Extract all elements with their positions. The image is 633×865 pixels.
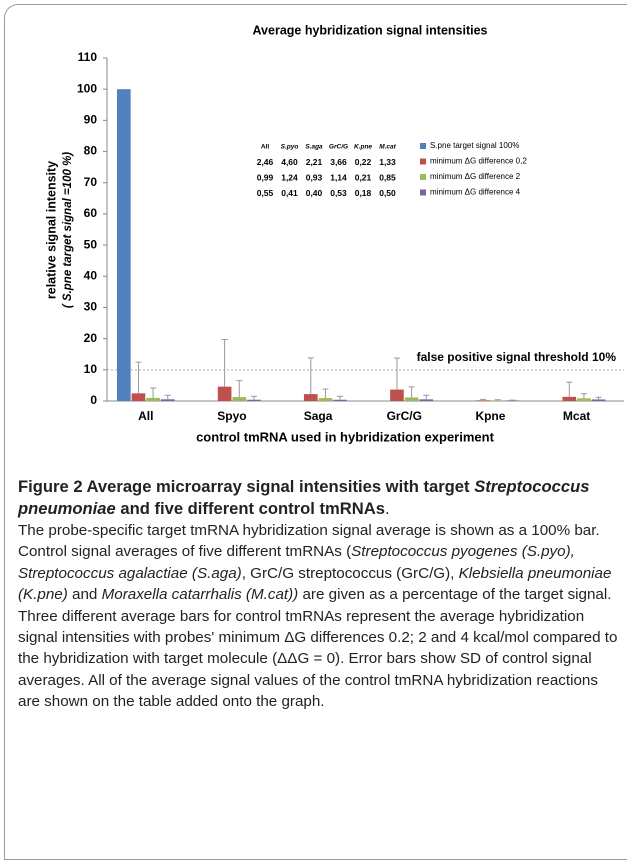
table-cell: 0,50: [379, 188, 396, 198]
x-tick-label: GrC/G: [387, 409, 422, 423]
bar: [562, 396, 577, 401]
table-header: M.cat: [379, 144, 396, 151]
y-tick-label: 10: [84, 362, 98, 376]
y-tick-label: 50: [84, 237, 98, 251]
table-cell: 0,93: [306, 172, 323, 182]
legend-swatch: [420, 158, 426, 165]
caption-text: Streptococcus pyogenes (S.pyo), Streptoc…: [18, 543, 575, 582]
bar: [333, 399, 347, 401]
bar: [490, 400, 505, 401]
caption-body: The probe-specific target tmRNA hybridiz…: [18, 520, 623, 713]
table-header: K.pne: [354, 144, 372, 151]
y-tick-label: 90: [84, 113, 98, 127]
table-cell: 0,53: [330, 188, 347, 198]
y-axis-label: relative signal intensity: [44, 161, 58, 299]
figure-number: Figure 2: [18, 477, 83, 496]
bar: [146, 397, 160, 401]
legend-label: minimum ΔG difference 0,2: [430, 157, 527, 166]
table-cell: 0,85: [379, 172, 396, 182]
legend-label: S.pne target signal 100%: [430, 141, 519, 150]
table-cell: 2,46: [257, 157, 274, 167]
caption-text: and: [67, 586, 102, 604]
caption-text: , GrC/G streptococcus (GrC/G),: [241, 564, 459, 582]
y-tick-label: 30: [84, 300, 98, 314]
caption-text: Klebsiella pneumoniae (K.pne): [18, 564, 612, 604]
y-tick-label: 100: [77, 81, 97, 95]
bar: [505, 400, 520, 401]
chart: Average hybridization signal intensities…: [44, 23, 624, 444]
table-cell: 0,41: [281, 188, 298, 198]
table-cell: 0,21: [355, 172, 372, 182]
y-axis-label: ( S.pne target signal =100 %): [62, 152, 74, 308]
x-tick-label: Kpne: [475, 409, 505, 423]
y-tick-label: 70: [84, 175, 98, 189]
caption-title: Figure 2 Average microarray signal inten…: [18, 476, 623, 520]
legend-label: minimum ΔG difference 4: [430, 188, 521, 197]
y-tick-label: 20: [84, 331, 98, 345]
bar: [404, 397, 419, 401]
table-cell: 2,21: [306, 157, 323, 167]
table-header: GrC/G: [329, 144, 348, 151]
table-cell: 3,66: [330, 157, 347, 167]
legend-label: minimum ΔG difference 2: [430, 172, 521, 181]
bar: [131, 393, 146, 401]
caption-title-text: .: [384, 499, 390, 518]
table-cell: 4,60: [281, 157, 298, 167]
table-cell: 1,24: [281, 172, 298, 182]
caption-text: The probe-specific target tmRNA hybridiz…: [18, 522, 600, 561]
figure-frame: [4, 4, 627, 860]
caption-title-text: and five different control tmRNAs: [120, 499, 385, 518]
bar: [247, 399, 261, 401]
bar: [577, 398, 591, 401]
legend-swatch: [420, 143, 426, 149]
table-header: S.pyo: [281, 144, 299, 151]
bar: [232, 397, 247, 401]
bar: [217, 386, 232, 401]
table-cell: 1,14: [330, 172, 347, 182]
chart-title: Average hybridization signal intensities: [252, 23, 487, 37]
legend-swatch: [420, 174, 426, 180]
caption-text: Moraxella catarrhalis (M.cat)): [101, 586, 299, 604]
y-tick-label: 110: [78, 50, 98, 64]
table-cell: 0,40: [306, 188, 323, 198]
table-cell: 0,55: [257, 188, 274, 198]
bar: [303, 394, 318, 401]
caption: Figure 2 Average microarray signal inten…: [18, 476, 623, 713]
bar: [116, 89, 131, 401]
y-tick-label: 60: [84, 206, 98, 220]
bar: [318, 398, 333, 401]
legend-swatch: [420, 189, 426, 196]
table-cell: 0,22: [355, 157, 372, 167]
x-tick-label: Spyo: [217, 409, 246, 423]
bar: [390, 389, 404, 401]
table-header: S.aga: [305, 144, 323, 151]
table-cell: 0,18: [355, 188, 372, 198]
caption-title-text: Streptococcus pneumoniae: [18, 477, 590, 518]
x-tick-label: Mcat: [563, 409, 590, 423]
bar: [419, 399, 434, 401]
bar: [476, 400, 490, 401]
x-tick-label: All: [138, 409, 153, 423]
threshold-label: false positive signal threshold 10%: [417, 350, 617, 364]
table-cell: 1,33: [379, 157, 396, 167]
bar: [160, 399, 175, 401]
caption-text: are given as a percentage of the target …: [18, 586, 618, 711]
y-tick-label: 80: [84, 144, 98, 158]
x-tick-label: Saga: [304, 409, 333, 423]
x-axis-label: control tmRNA used in hybridization expe…: [196, 429, 494, 444]
table-cell: 0,99: [257, 172, 274, 182]
table-header: All: [261, 144, 270, 151]
y-tick-label: 40: [84, 268, 98, 282]
y-tick-label: 0: [90, 393, 97, 407]
caption-title-text: Average microarray signal intensities wi…: [86, 477, 470, 496]
bar: [591, 399, 606, 401]
